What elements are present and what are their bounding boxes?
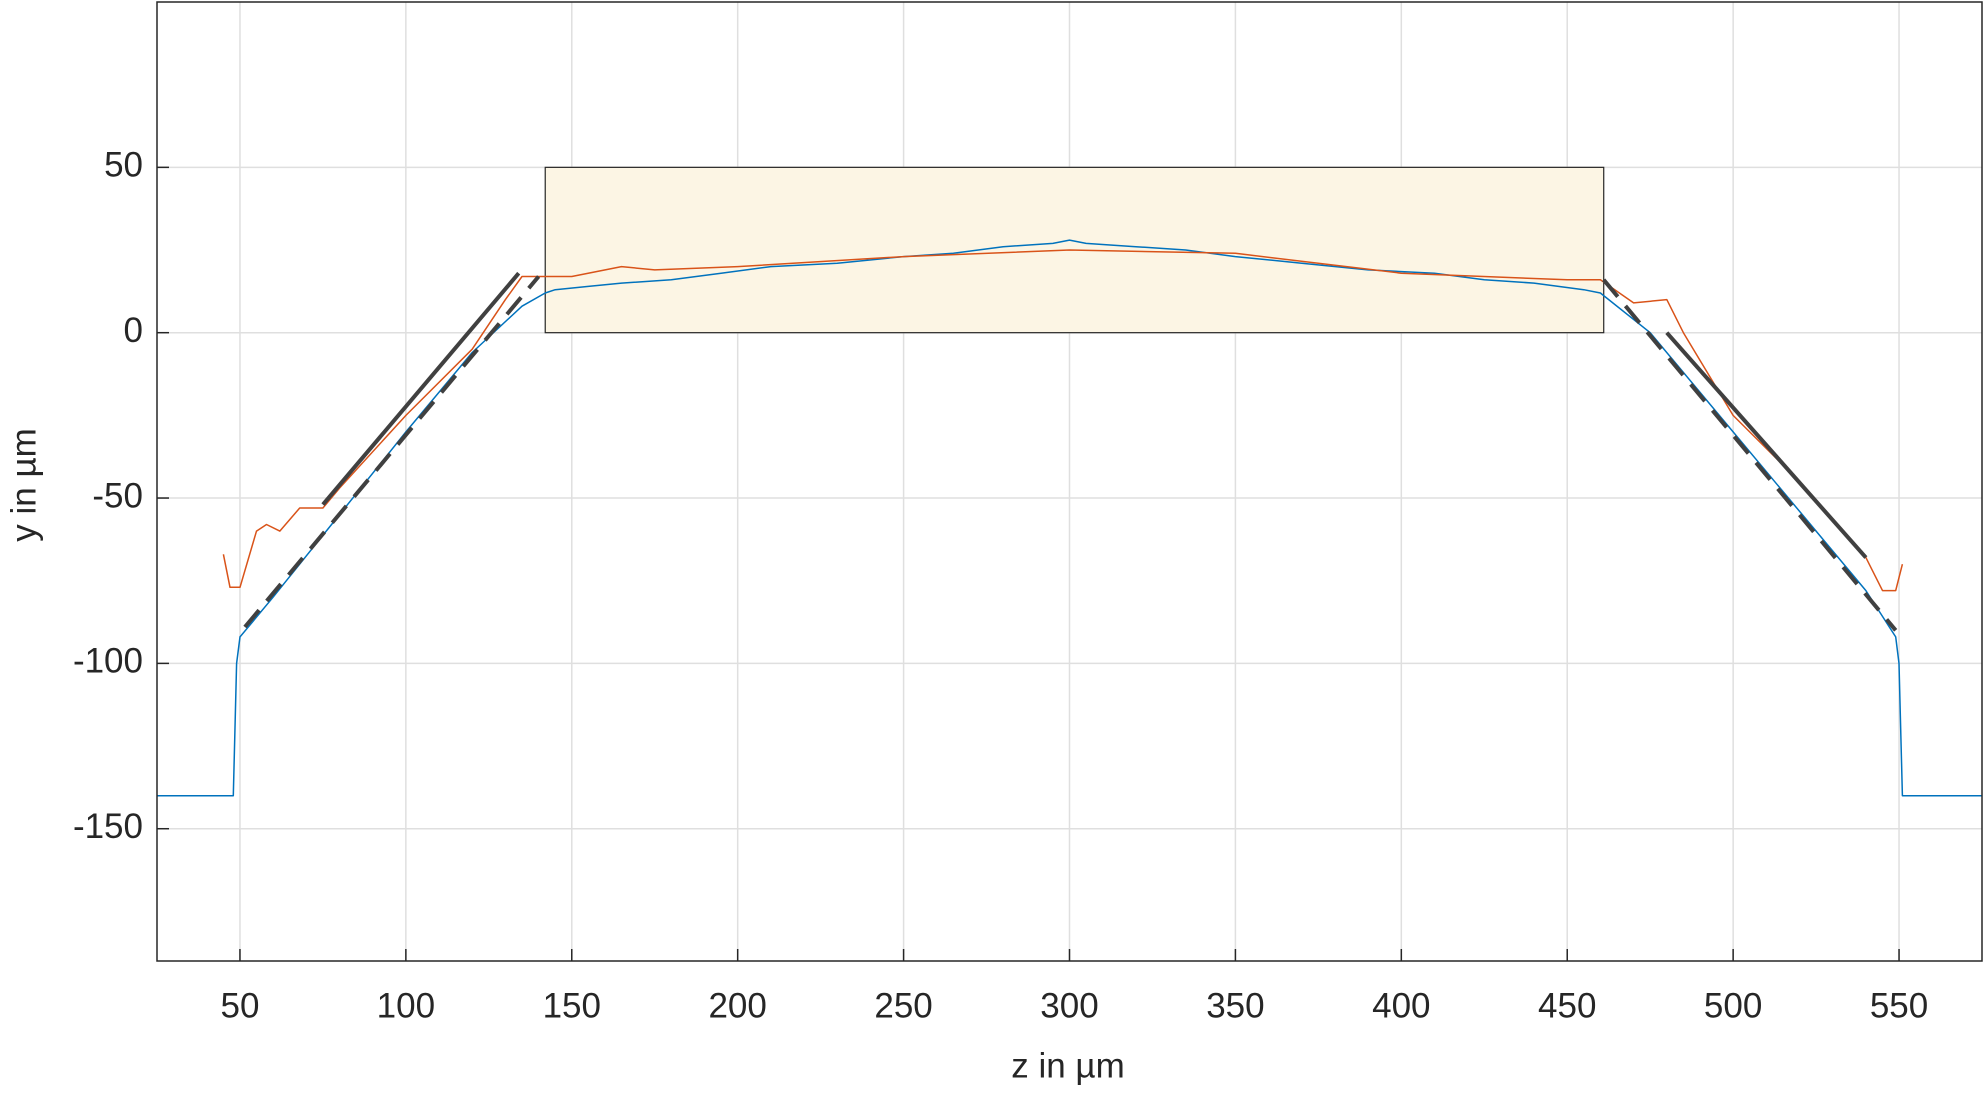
y-tick-label: 0 — [124, 311, 143, 350]
x-tick-label: 500 — [1704, 986, 1762, 1025]
fit-line-dashed — [1602, 278, 1898, 632]
x-tick-label: 350 — [1206, 986, 1264, 1025]
y-tick-label: -150 — [73, 807, 143, 846]
data-line — [321, 271, 521, 506]
x-tick-label: 150 — [543, 986, 601, 1025]
x-tick-label: 450 — [1538, 986, 1596, 1025]
x-tick-label: 300 — [1040, 986, 1098, 1025]
x-tick-label: 50 — [220, 986, 259, 1025]
y-tick-label: -50 — [92, 476, 143, 515]
fit-line-dashed — [243, 275, 541, 629]
x-axis-label: z in µm — [1011, 1046, 1125, 1085]
y-tick-label: 50 — [104, 146, 143, 185]
data-line — [1665, 331, 1868, 559]
y-axis-label: y in µm — [4, 428, 43, 542]
x-tick-label: 100 — [377, 986, 435, 1025]
axes-box — [156, 1, 1983, 962]
x-tick-label: 200 — [708, 986, 766, 1025]
y-tick-label: -100 — [73, 642, 143, 681]
x-tick-label: 550 — [1870, 986, 1928, 1025]
x-tick-label: 250 — [874, 986, 932, 1025]
x-tick-label: 400 — [1372, 986, 1430, 1025]
